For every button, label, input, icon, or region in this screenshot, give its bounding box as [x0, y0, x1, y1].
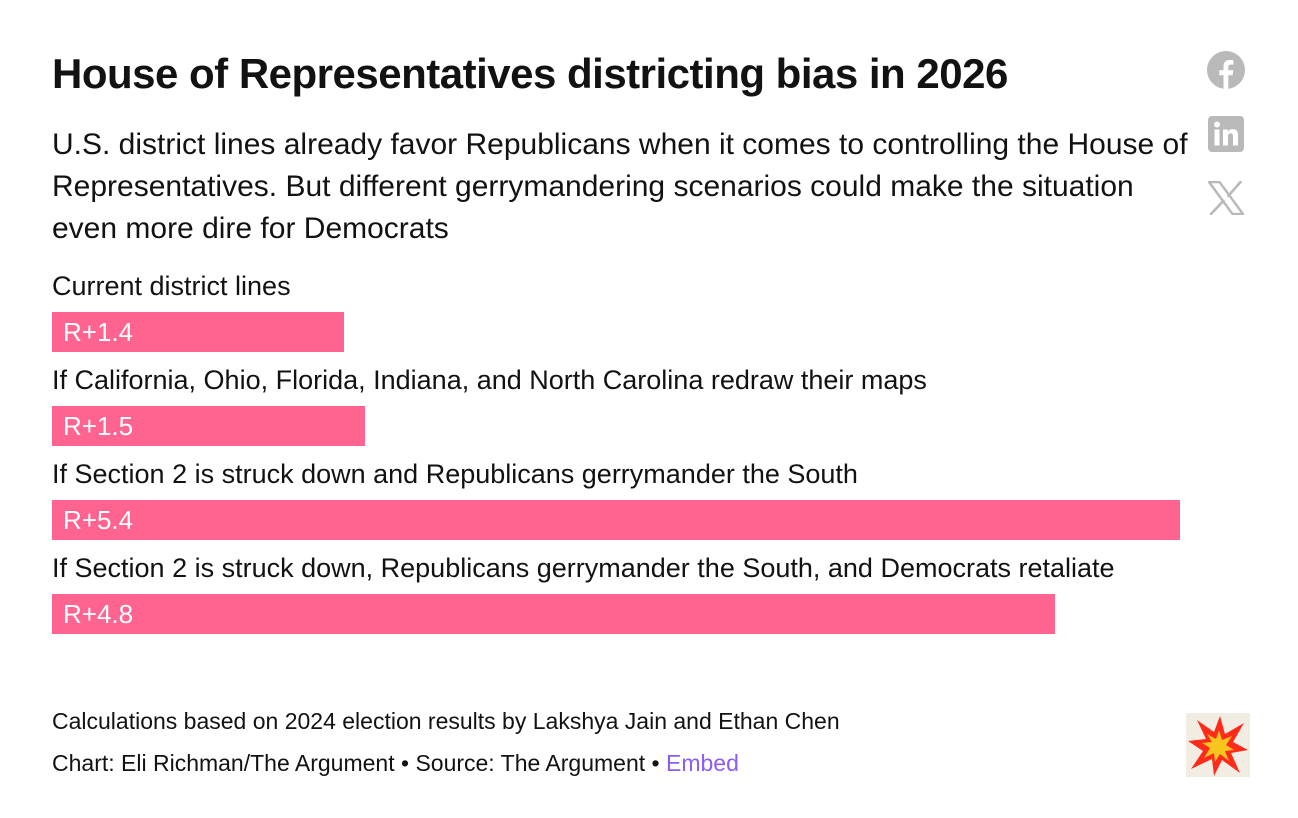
chart-footer: Calculations based on 2024 election resu…	[52, 700, 840, 784]
chart-credit: Chart: Eli Richman/The Argument	[52, 750, 395, 776]
separator: •	[400, 750, 410, 776]
bar	[52, 406, 365, 446]
facebook-share-button[interactable]	[1206, 50, 1246, 90]
methodology-note: Calculations based on 2024 election resu…	[52, 708, 840, 734]
category-label: If California, Ohio, Florida, Indiana, a…	[52, 365, 927, 395]
bar-value-label: R+4.8	[63, 599, 134, 629]
x-share-button[interactable]	[1206, 178, 1246, 218]
bar-row: If California, Ohio, Florida, Indiana, a…	[52, 360, 1182, 446]
chart-subtitle: U.S. district lines already favor Republ…	[52, 128, 1188, 245]
chart-title: House of Representatives districting bia…	[52, 50, 1008, 97]
category-label: If Section 2 is struck down and Republic…	[52, 459, 858, 489]
bar-row: Current district lines R+1.4	[52, 266, 1182, 352]
bar-track: R+4.8	[52, 594, 1182, 634]
bar-value-label: R+1.4	[63, 317, 134, 347]
bar-chart: Current district lines R+1.4 If Californ…	[52, 266, 1182, 642]
embed-link[interactable]: Embed	[666, 750, 739, 776]
category-label: If Section 2 is struck down, Republicans…	[52, 553, 1115, 583]
bar-value-label: R+1.5	[63, 411, 134, 441]
category-label: Current district lines	[52, 271, 291, 301]
bar	[52, 594, 1055, 634]
linkedin-icon	[1208, 116, 1244, 152]
bar-track: R+1.4	[52, 312, 1182, 352]
bar-track: R+5.4	[52, 500, 1182, 540]
bar-row: If Section 2 is struck down, Republicans…	[52, 548, 1182, 634]
bar	[52, 500, 1180, 540]
facebook-icon	[1207, 51, 1245, 89]
bar-row: If Section 2 is struck down and Republic…	[52, 454, 1182, 540]
bar	[52, 312, 344, 352]
bar-value-label: R+5.4	[63, 505, 134, 535]
x-icon	[1208, 181, 1244, 215]
source-credit: Source: The Argument	[415, 750, 646, 776]
starburst-logo-icon	[1186, 713, 1250, 777]
bar-track: R+1.5	[52, 406, 1182, 446]
credit-line: Chart: Eli Richman/The Argument • Source…	[52, 742, 840, 784]
linkedin-share-button[interactable]	[1206, 114, 1246, 154]
separator: •	[651, 750, 660, 776]
